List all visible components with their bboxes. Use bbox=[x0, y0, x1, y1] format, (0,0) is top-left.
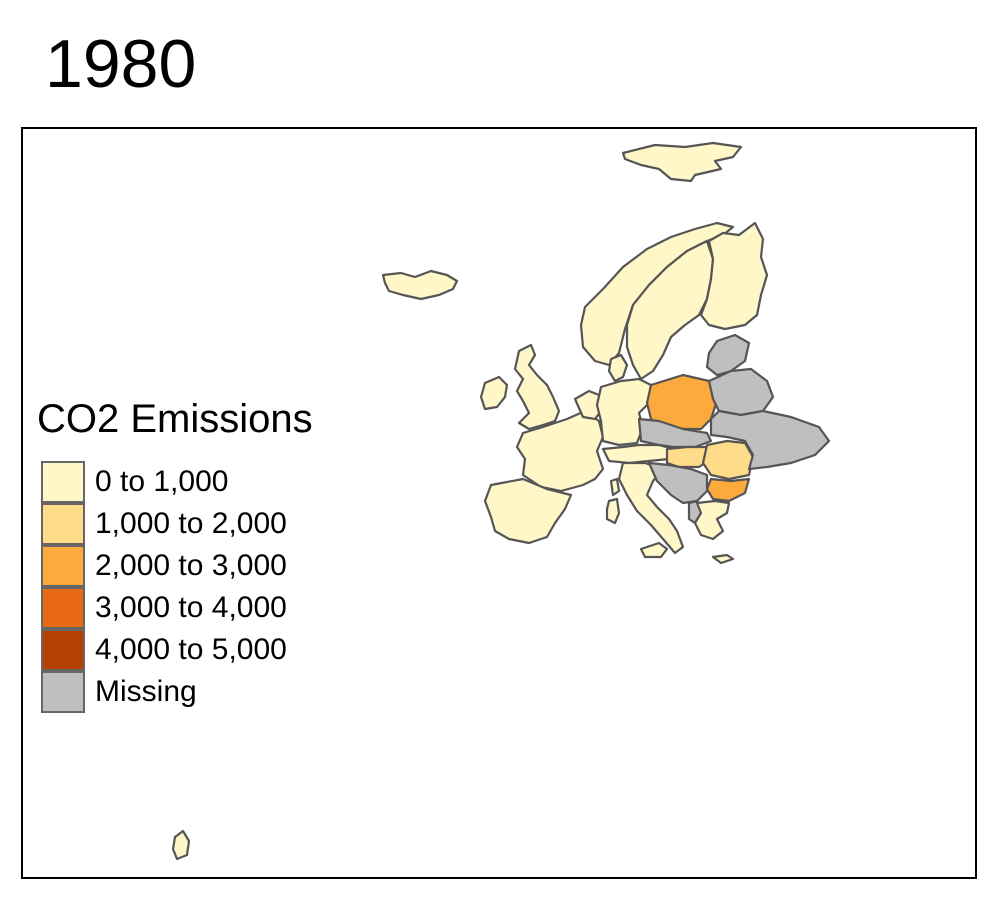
region-crete bbox=[711, 553, 735, 565]
legend-label: 0 to 1,000 bbox=[95, 465, 229, 498]
legend-swatch bbox=[41, 503, 85, 545]
legend-swatch bbox=[41, 671, 85, 713]
legend-label: 3,000 to 4,000 bbox=[95, 591, 287, 624]
legend-item: 2,000 to 3,000 bbox=[37, 545, 313, 587]
region-corsica bbox=[609, 477, 621, 497]
region-iceland bbox=[381, 269, 459, 301]
map-legend: CO2 Emissions 0 to 1,000 1,000 to 2,000 … bbox=[37, 395, 313, 713]
legend-title: CO2 Emissions bbox=[37, 397, 313, 441]
map-panel bbox=[21, 127, 977, 879]
region-spain bbox=[483, 477, 573, 545]
region-romania bbox=[701, 439, 755, 481]
region-greece bbox=[693, 499, 731, 541]
legend-swatch bbox=[41, 545, 85, 587]
legend-item: Missing bbox=[37, 671, 313, 713]
region-great-britain bbox=[513, 343, 561, 431]
legend-item: 4,000 to 5,000 bbox=[37, 629, 313, 671]
region-czechoslovakia bbox=[637, 417, 713, 449]
region-svalbard bbox=[621, 141, 743, 183]
region-sweden bbox=[625, 239, 715, 381]
region-sicily bbox=[639, 541, 669, 559]
region-denmark bbox=[607, 353, 629, 383]
legend-swatch bbox=[41, 587, 85, 629]
region-france bbox=[515, 409, 605, 493]
legend-label: 1,000 to 2,000 bbox=[95, 507, 287, 540]
legend-label: 2,000 to 3,000 bbox=[95, 549, 287, 582]
region-finland bbox=[699, 221, 769, 331]
region-yugoslavia bbox=[647, 461, 709, 505]
region-bulgaria bbox=[705, 477, 751, 503]
region-ireland bbox=[479, 375, 509, 411]
region-poland bbox=[645, 373, 719, 431]
legend-label: 4,000 to 5,000 bbox=[95, 633, 287, 666]
legend-label: Missing bbox=[95, 675, 197, 708]
region-ukraine bbox=[709, 409, 831, 471]
region-belarus bbox=[707, 367, 775, 417]
map-title-year: 1980 bbox=[45, 26, 197, 102]
legend-item: 0 to 1,000 bbox=[37, 461, 313, 503]
legend-item: 1,000 to 2,000 bbox=[37, 503, 313, 545]
region-switzerland-austria bbox=[601, 443, 675, 465]
region-canary-islands bbox=[171, 829, 191, 861]
legend-item: 3,000 to 4,000 bbox=[37, 587, 313, 629]
legend-swatch bbox=[41, 461, 85, 503]
europe-map bbox=[171, 141, 831, 861]
region-sardinia bbox=[605, 497, 621, 525]
legend-swatch bbox=[41, 629, 85, 671]
